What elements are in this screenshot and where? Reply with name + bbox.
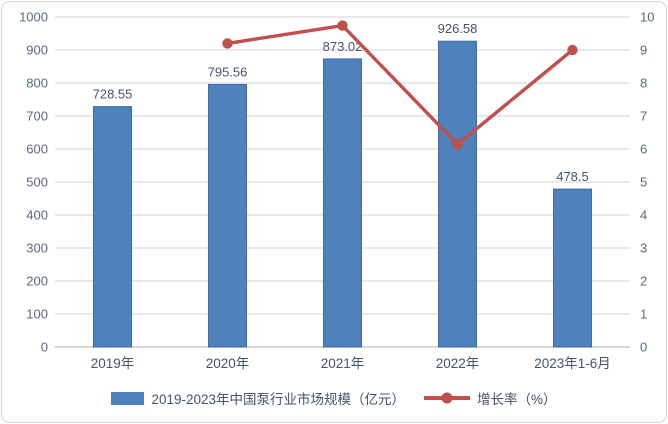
bar xyxy=(93,106,132,348)
y-axis-tick-left: 800 xyxy=(26,76,48,91)
bar xyxy=(208,83,247,348)
y-axis-tick-left: 700 xyxy=(26,109,48,124)
bar-series-label: 2019-2023年中国泵行业市场规模（亿元） xyxy=(151,392,406,407)
growth-line-marker xyxy=(337,20,348,31)
bar-value-label: 926.58 xyxy=(438,21,478,36)
y-axis-tick-right: 4 xyxy=(640,208,647,223)
bar-value-label: 728.55 xyxy=(93,87,133,102)
y-axis-tick-left: 400 xyxy=(26,208,48,223)
y-axis-tick-right: 10 xyxy=(640,10,654,25)
growth-line-marker xyxy=(567,44,578,56)
y-axis-tick-right: 0 xyxy=(640,340,647,355)
y-axis-tick-left: 1000 xyxy=(19,10,48,25)
bar xyxy=(438,40,477,348)
y-axis-tick-right: 2 xyxy=(640,274,647,289)
growth-line xyxy=(227,23,574,147)
bar-value-label: 795.56 xyxy=(208,64,248,79)
y-axis-tick-right: 8 xyxy=(640,76,647,91)
bar-series-swatch xyxy=(111,391,145,405)
y-axis-tick-left: 600 xyxy=(26,142,48,157)
x-axis-label: 2022年 xyxy=(436,356,480,371)
y-axis-tick-right: 9 xyxy=(640,43,647,58)
x-axis-label: 2023年1-6月 xyxy=(534,356,611,371)
y-axis-tick-left: 0 xyxy=(41,340,48,355)
growth-line-marker xyxy=(222,38,233,49)
y-axis-tick-right: 3 xyxy=(640,241,647,256)
line-series-label: 增长率（%） xyxy=(477,392,557,407)
y-axis-tick-left: 300 xyxy=(26,241,48,256)
y-axis-tick-left: 500 xyxy=(26,175,48,190)
y-axis-tick-right: 1 xyxy=(640,307,647,322)
bar-value-label: 873.02 xyxy=(323,39,363,54)
x-axis-label: 2020年 xyxy=(206,356,250,371)
y-axis-tick-right: 7 xyxy=(640,109,647,124)
bar-value-label: 478.5 xyxy=(556,169,589,184)
line-series-swatch xyxy=(424,392,471,404)
y-axis-tick-left: 200 xyxy=(26,274,48,289)
y-axis-tick-left: 900 xyxy=(26,43,48,58)
y-axis-tick-left: 100 xyxy=(26,307,48,322)
x-axis-label: 2021年 xyxy=(321,356,365,371)
x-axis-label: 2019年 xyxy=(91,356,135,371)
chart-plot: 0 100 200 300 400 500 600 700 800 900 1000 0 1 2 3 4 5 6 7… xyxy=(19,10,654,372)
chart-legend: 2019-2023年中国泵行业市场规模（亿元） 增长率（%） xyxy=(0,384,668,412)
bar xyxy=(323,58,362,348)
line-series-marker-icon xyxy=(441,392,453,404)
y-axis-tick-right: 5 xyxy=(640,175,647,190)
growth-line-marker xyxy=(452,139,463,150)
bar xyxy=(553,188,592,348)
y-axis-tick-right: 6 xyxy=(640,142,647,157)
